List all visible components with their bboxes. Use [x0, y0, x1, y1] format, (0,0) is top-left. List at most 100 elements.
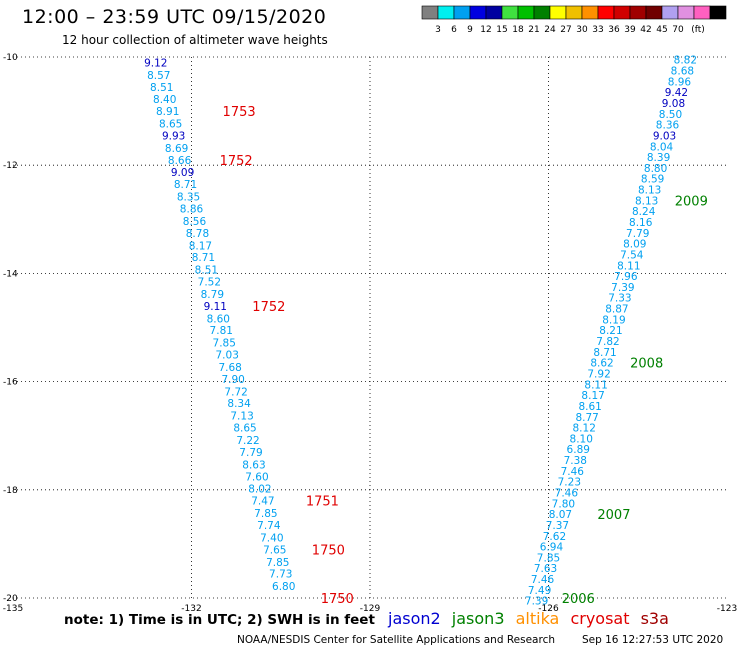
data-point-label: 9.03 [653, 130, 676, 142]
data-point-label: 8.61 [578, 401, 601, 413]
data-point-label: 8.68 [671, 66, 694, 78]
data-point-label: 6.80 [272, 581, 295, 593]
time-annotation: 2007 [597, 508, 630, 523]
data-point-label: 7.46 [555, 488, 579, 500]
data-point-label: 8.77 [575, 412, 598, 424]
data-point-label: 8.40 [153, 94, 176, 106]
color-scale-label: 39 [624, 25, 636, 35]
data-point-label: 8.13 [635, 195, 658, 207]
data-point-label: 7.80 [552, 498, 575, 510]
data-point-label: 8.59 [641, 174, 664, 186]
data-point-label: 8.71 [593, 347, 616, 359]
data-point-label: 7.13 [230, 411, 253, 423]
x-tick-label: -132 [181, 604, 201, 614]
data-point-label: 8.34 [227, 398, 251, 410]
data-point-label: 8.51 [150, 82, 173, 94]
data-point-label: 8.71 [192, 252, 215, 264]
footer-timestamp: Sep 16 12:27:53 UTC 2020 [582, 634, 724, 646]
data-point-label: 7.79 [626, 228, 649, 240]
data-point-label: 7.82 [596, 336, 619, 348]
data-point-label: 8.19 [602, 314, 625, 326]
legend-item-s3a: s3a [640, 609, 669, 628]
color-scale-label: 30 [576, 25, 588, 35]
data-point-label: 7.46 [561, 466, 585, 478]
data-point-label: 8.78 [186, 228, 209, 240]
data-point-label: 8.86 [180, 203, 204, 215]
data-point-label: 8.57 [147, 70, 170, 82]
data-point-label: 7.54 [620, 249, 644, 261]
data-point-label: 7.40 [260, 532, 283, 544]
color-scale-label: 6 [451, 25, 457, 35]
data-point-label: 8.24 [632, 206, 656, 218]
color-scale-label: 27 [560, 25, 571, 35]
data-point-label: 7.39 [525, 596, 548, 608]
page-subtitle: 12 hour collection of altimeter wave hei… [62, 33, 328, 47]
color-scale-label: 18 [512, 25, 524, 35]
data-point-label: 7.85 [266, 557, 289, 569]
data-point-label: 8.62 [590, 358, 613, 370]
data-point-label: 8.50 [659, 109, 682, 121]
footer-credit: NOAA/NESDIS Center for Satellite Applica… [237, 634, 555, 646]
data-point-label: 7.22 [236, 435, 259, 447]
data-point-label: 8.71 [174, 179, 197, 191]
color-scale-label: 15 [496, 25, 507, 35]
data-point-label: 9.08 [662, 98, 685, 110]
data-point-label: 9.12 [144, 57, 167, 69]
data-point-label: 8.87 [605, 304, 628, 316]
color-scale-label: 9 [467, 25, 473, 35]
time-annotation: 2006 [562, 592, 595, 607]
data-point-label: 9.42 [665, 87, 688, 99]
data-point-label: 8.11 [584, 379, 607, 391]
color-scale-bar: 3 6 9 12 15 18 21 24 27 30 33 36 39 42 45 70 (ft) [421, 5, 727, 35]
data-point-label: 7.23 [558, 477, 581, 489]
data-point-label: 7.46 [531, 574, 555, 586]
data-point-label: 8.65 [233, 423, 256, 435]
time-annotation: 1753 [223, 105, 256, 120]
data-point-label: 8.66 [168, 155, 192, 167]
color-scale-label: 33 [592, 25, 603, 35]
data-point-label: 7.39 [611, 282, 634, 294]
data-point-label: 7.68 [218, 362, 241, 374]
time-annotation: 1752 [252, 300, 285, 315]
data-point-label: 7.85 [537, 552, 560, 564]
data-point-label: 8.10 [570, 433, 593, 445]
data-point-label: 8.36 [656, 120, 680, 132]
data-point-label: 8.82 [674, 55, 697, 67]
data-point-label: 9.93 [162, 130, 185, 142]
data-point-label: 7.96 [614, 271, 638, 283]
data-point-label: 7.73 [269, 569, 292, 581]
color-scale-label: 36 [608, 25, 620, 35]
data-point-label: 7.33 [608, 293, 631, 305]
data-point-label: 7.90 [221, 374, 244, 386]
y-tick-label: -12 [3, 161, 18, 171]
data-point-label: 7.60 [245, 471, 268, 483]
data-point-label: 7.37 [546, 520, 569, 532]
y-tick-label: -20 [3, 594, 18, 604]
data-point-label: 7.62 [543, 531, 566, 543]
color-scale-label: (ft) [691, 25, 705, 35]
data-point-label: 7.72 [224, 386, 247, 398]
y-tick-label: -10 [3, 53, 18, 63]
time-annotation: 2008 [630, 357, 663, 372]
data-point-label: 8.91 [156, 106, 179, 118]
y-tick-label: -16 [3, 378, 18, 388]
data-point-label: 8.51 [195, 265, 218, 277]
data-point-label: 8.56 [183, 216, 207, 228]
legend: jason2 jason3 altika cryosat s3a [388, 609, 675, 628]
data-point-label: 8.12 [573, 423, 596, 435]
data-point-label: 6.94 [540, 542, 564, 554]
time-annotation: 1750 [312, 543, 345, 558]
data-point-label: 7.74 [257, 520, 281, 532]
data-point-label: 9.11 [204, 301, 227, 313]
data-point-label: 7.47 [251, 496, 274, 508]
data-point-label: 8.69 [165, 143, 188, 155]
data-point-label: 7.81 [210, 325, 233, 337]
data-point-label: 7.92 [587, 368, 610, 380]
y-tick-label: -18 [3, 486, 18, 496]
data-point-label: 8.79 [201, 289, 224, 301]
data-point-label: 7.79 [239, 447, 262, 459]
color-scale-label: 24 [544, 25, 556, 35]
x-tick-label: -126 [538, 604, 559, 614]
data-point-label: 7.03 [216, 350, 239, 362]
